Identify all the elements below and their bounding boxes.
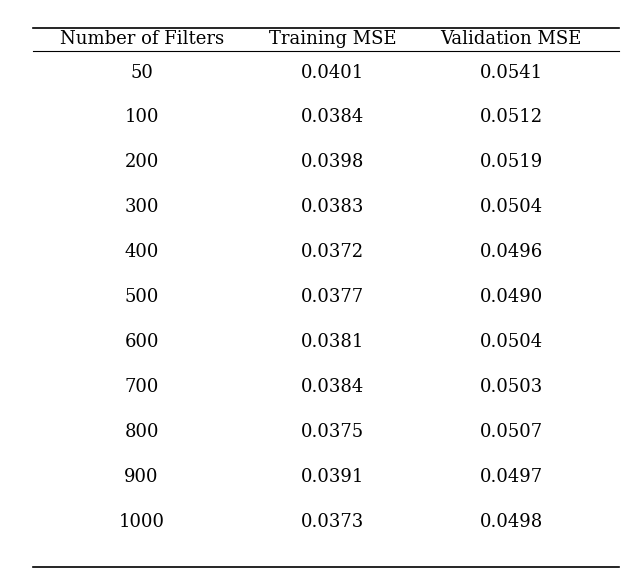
Text: 0.0384: 0.0384	[301, 378, 364, 396]
Text: 800: 800	[124, 423, 159, 441]
Text: 300: 300	[124, 198, 159, 216]
Text: 0.0519: 0.0519	[479, 154, 543, 171]
Text: Number of Filters: Number of Filters	[60, 30, 223, 48]
Text: 0.0541: 0.0541	[479, 63, 543, 81]
Text: 0.0498: 0.0498	[479, 513, 543, 531]
Text: 1000: 1000	[118, 513, 164, 531]
Text: 0.0512: 0.0512	[479, 108, 543, 127]
Text: 0.0391: 0.0391	[301, 468, 364, 486]
Text: Training MSE: Training MSE	[269, 30, 397, 48]
Text: 0.0496: 0.0496	[479, 243, 543, 261]
Text: 0.0490: 0.0490	[479, 288, 543, 306]
Text: 0.0372: 0.0372	[301, 243, 364, 261]
Text: 0.0375: 0.0375	[301, 423, 364, 441]
Text: 0.0504: 0.0504	[479, 198, 543, 216]
Text: 0.0381: 0.0381	[301, 333, 364, 351]
Text: 0.0401: 0.0401	[301, 63, 364, 81]
Text: 0.0497: 0.0497	[479, 468, 543, 486]
Text: 0.0504: 0.0504	[479, 333, 543, 351]
Text: Validation MSE: Validation MSE	[440, 30, 582, 48]
Text: 50: 50	[130, 63, 153, 81]
Text: 400: 400	[124, 243, 159, 261]
Text: 700: 700	[124, 378, 159, 396]
Text: 0.0398: 0.0398	[301, 154, 364, 171]
Text: 0.0507: 0.0507	[479, 423, 543, 441]
Text: 0.0373: 0.0373	[301, 513, 364, 531]
Text: 500: 500	[124, 288, 159, 306]
Text: 0.0384: 0.0384	[301, 108, 364, 127]
Text: 0.0377: 0.0377	[301, 288, 364, 306]
Text: 200: 200	[124, 154, 159, 171]
Text: 100: 100	[124, 108, 159, 127]
Text: 0.0383: 0.0383	[301, 198, 364, 216]
Text: 900: 900	[124, 468, 159, 486]
Text: 600: 600	[124, 333, 159, 351]
Text: 0.0503: 0.0503	[479, 378, 543, 396]
